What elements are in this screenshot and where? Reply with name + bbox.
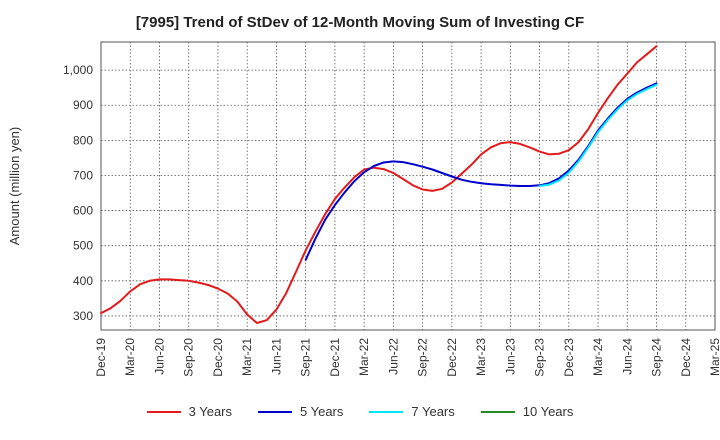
x-tick-label: Sep-23 xyxy=(533,338,547,377)
x-tick-label: Mar-23 xyxy=(474,338,488,376)
legend-label-3-years: 3 Years xyxy=(188,404,232,419)
x-tick-label: Jun-22 xyxy=(386,338,400,375)
legend-item-7-years: 7 Years xyxy=(369,404,455,419)
x-tick-label: Sep-24 xyxy=(650,338,664,377)
legend-swatch-7-years xyxy=(369,410,404,413)
y-tick-label: 400 xyxy=(73,274,93,288)
legend-swatch-3-years xyxy=(146,410,181,413)
series-line-5-years xyxy=(304,82,658,261)
y-axis-label: Amount (million yen) xyxy=(7,127,22,246)
x-tick-label: Dec-24 xyxy=(679,338,693,377)
chart-legend: 3 Years 5 Years 7 Years 10 Years xyxy=(0,404,720,419)
x-tick-label: Mar-22 xyxy=(357,338,371,376)
x-tick-label: Mar-24 xyxy=(591,338,605,376)
x-tick-label: Dec-23 xyxy=(562,338,576,377)
legend-item-10-years: 10 Years xyxy=(480,404,574,419)
x-tick-label: Dec-22 xyxy=(445,338,459,377)
y-tick-label: 900 xyxy=(73,98,93,112)
y-tick-label: 1,000 xyxy=(63,63,93,77)
plot-frame xyxy=(100,41,716,331)
legend-label-7-years: 7 Years xyxy=(411,404,455,419)
legend-label-5-years: 5 Years xyxy=(300,404,344,419)
x-tick-label: Jun-23 xyxy=(503,338,517,375)
y-tick-label: 500 xyxy=(73,239,93,253)
legend-item-5-years: 5 Years xyxy=(258,404,343,419)
legend-item-3-years: 3 Years xyxy=(146,404,232,419)
x-tick-label: Dec-20 xyxy=(211,338,225,377)
chart-title: [7995] Trend of StDev of 12-Month Moving… xyxy=(135,14,585,31)
x-tick-label: Sep-21 xyxy=(299,338,313,377)
y-tick-label: 300 xyxy=(73,309,93,323)
x-tick-label: Mar-21 xyxy=(240,338,254,376)
x-tick-label: Jun-24 xyxy=(620,338,634,375)
x-tick-label: Mar-25 xyxy=(708,338,720,376)
series-line-7-years xyxy=(538,83,658,187)
legend-swatch-5-years xyxy=(258,410,292,413)
y-tick-label: 700 xyxy=(73,168,93,182)
x-tick-label: Sep-22 xyxy=(416,338,430,377)
plot-area xyxy=(101,42,715,330)
x-tick-label: Dec-19 xyxy=(94,338,108,377)
y-tick-label: 600 xyxy=(73,204,93,218)
series-line-3-years xyxy=(100,45,658,324)
x-tick-label: Sep-20 xyxy=(182,338,196,377)
legend-label-10-years: 10 Years xyxy=(522,404,574,419)
x-tick-label: Jun-21 xyxy=(269,338,283,375)
y-tick-label: 800 xyxy=(73,133,93,147)
x-tick-label: Jun-20 xyxy=(152,338,166,375)
x-tick-label: Mar-20 xyxy=(123,338,137,376)
x-tick-label: Dec-21 xyxy=(328,338,342,377)
legend-swatch-10-years xyxy=(480,410,515,413)
